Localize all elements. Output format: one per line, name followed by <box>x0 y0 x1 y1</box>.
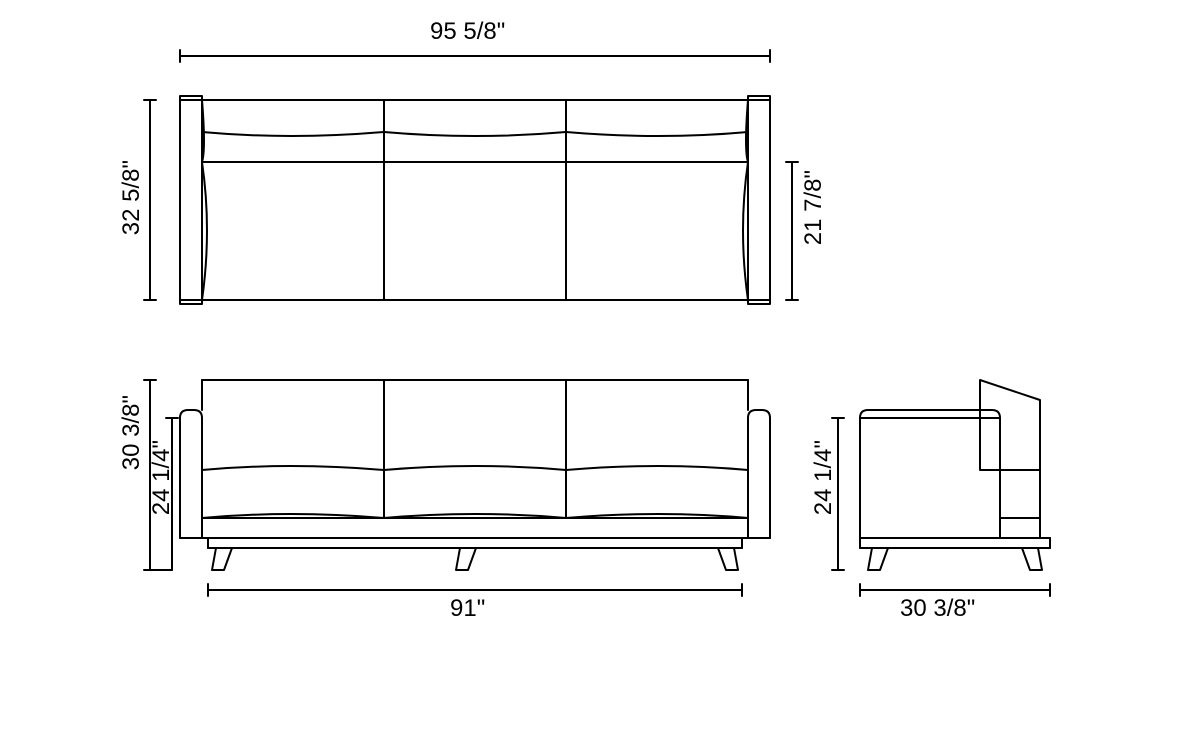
drawing-svg <box>120 40 1120 700</box>
sofa-dimension-diagram: 95 5/8" 32 5/8" 21 7/8" 30 3/8" 24 1/4" … <box>120 40 1120 700</box>
